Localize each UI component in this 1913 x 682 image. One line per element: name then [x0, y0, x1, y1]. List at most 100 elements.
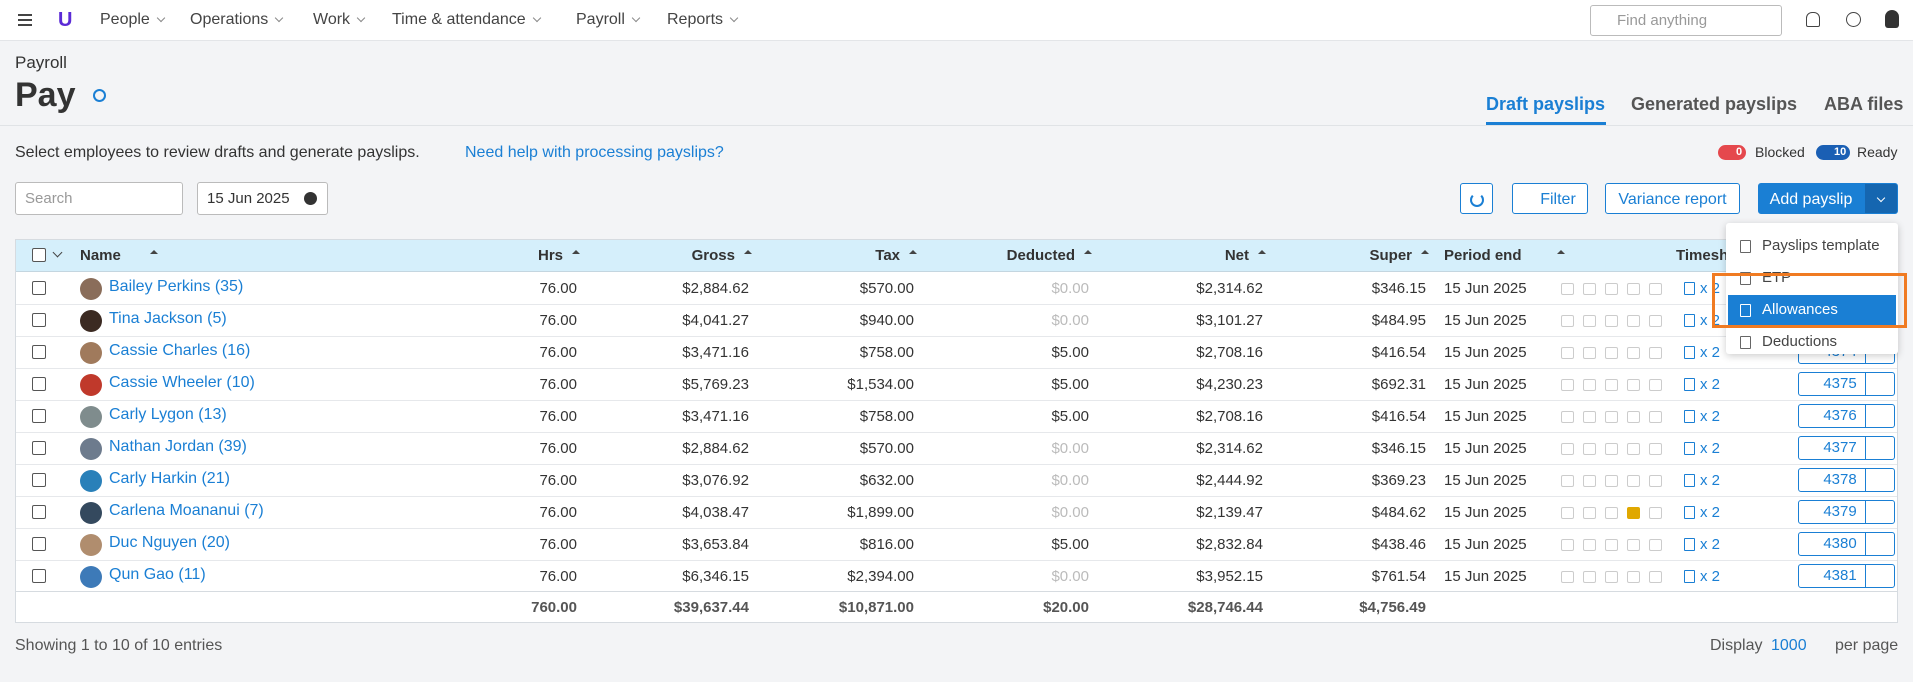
refresh-button[interactable] [1460, 183, 1493, 214]
payslip-button[interactable]: 4381 [1798, 564, 1866, 588]
sort-icon[interactable] [572, 250, 580, 254]
row-checkbox[interactable] [32, 441, 46, 455]
nav-item[interactable]: Work [313, 11, 366, 29]
column-header[interactable]: Hrs [537, 247, 563, 264]
payslip-button[interactable]: 4380 [1798, 532, 1866, 556]
employee-name[interactable]: Carlena Moananui (7) [109, 502, 264, 519]
column-header[interactable]: Name [80, 247, 121, 264]
payslip-button[interactable]: 4378 [1798, 468, 1866, 492]
employee-name[interactable]: Qun Gao (11) [109, 566, 206, 583]
column-header[interactable]: Gross [691, 247, 735, 264]
timesheet-count[interactable]: x 2 [1700, 344, 1721, 361]
timesheet-count[interactable]: x 2 [1700, 568, 1721, 585]
column-header[interactable]: Tax [875, 247, 900, 264]
column-header[interactable]: Deducted [1006, 247, 1075, 264]
sort-icon[interactable] [1258, 250, 1266, 254]
nav-item[interactable]: Payroll [576, 11, 641, 29]
filter-button[interactable]: Filter [1512, 183, 1588, 214]
payslip-caret[interactable] [1865, 564, 1895, 588]
payslip-button[interactable]: 4376 [1798, 404, 1866, 428]
timesheet-count[interactable]: x 2 [1700, 408, 1721, 425]
variance-report-button[interactable]: Variance report [1605, 183, 1740, 214]
avatar-icon[interactable] [1885, 10, 1899, 28]
logo[interactable]: U [58, 9, 73, 31]
row-checkbox[interactable] [32, 473, 46, 487]
sort-icon[interactable] [744, 250, 752, 254]
bell-icon[interactable] [1806, 12, 1820, 27]
timesheet-count[interactable]: x 2 [1700, 312, 1721, 329]
timesheet-count[interactable]: x 2 [1700, 280, 1721, 297]
date-box[interactable]: 15 Jun 2025 [197, 182, 328, 215]
sort-icon[interactable] [1084, 250, 1092, 254]
column-header[interactable]: Net [1224, 247, 1249, 264]
employee-name[interactable]: Cassie Wheeler (10) [109, 374, 255, 391]
timesheet-icon[interactable] [1684, 506, 1695, 519]
column-header[interactable]: Super [1369, 247, 1412, 264]
row-checkbox[interactable] [32, 569, 46, 583]
payslip-caret[interactable] [1865, 404, 1895, 428]
timesheet-count[interactable]: x 2 [1700, 440, 1721, 457]
employee-name[interactable]: Duc Nguyen (20) [109, 534, 230, 551]
row-checkbox[interactable] [32, 505, 46, 519]
help-icon[interactable] [1846, 12, 1861, 27]
header-checkbox[interactable] [32, 248, 46, 262]
payslip-caret[interactable] [1865, 500, 1895, 524]
timesheet-count[interactable]: x 2 [1700, 536, 1721, 553]
row-checkbox[interactable] [32, 281, 46, 295]
menu-icon[interactable] [18, 14, 32, 16]
employee-name[interactable]: Cassie Charles (16) [109, 342, 251, 359]
row-checkbox[interactable] [32, 409, 46, 423]
page-size[interactable]: 1000 [1771, 637, 1807, 654]
timesheet-count[interactable]: x 2 [1700, 376, 1721, 393]
timesheet-icon[interactable] [1684, 538, 1695, 551]
global-search[interactable]: Find anything [1590, 5, 1782, 36]
dropdown-item[interactable]: Deductions [1762, 333, 1838, 350]
dropdown-item[interactable]: Payslips template [1762, 237, 1880, 254]
employee-name[interactable]: Carly Harkin (21) [109, 470, 230, 487]
employee-name[interactable]: Carly Lygon (13) [109, 406, 227, 423]
timesheet-count[interactable]: x 2 [1700, 504, 1721, 521]
tab[interactable]: Generated payslips [1631, 94, 1798, 114]
nav-item[interactable]: Time & attendance [392, 11, 541, 29]
row-checkbox[interactable] [32, 537, 46, 551]
payslip-caret[interactable] [1865, 468, 1895, 492]
sort-icon[interactable] [909, 250, 917, 254]
timesheet-count[interactable]: x 2 [1700, 472, 1721, 489]
add-payslip-button[interactable]: Add payslip [1758, 183, 1864, 214]
nav-item[interactable]: Reports [667, 11, 739, 29]
payslip-caret[interactable] [1865, 436, 1895, 460]
timesheet-icon[interactable] [1684, 474, 1695, 487]
employee-name[interactable]: Tina Jackson (5) [109, 310, 227, 327]
timesheet-icon[interactable] [1684, 282, 1695, 295]
timesheet-icon[interactable] [1684, 410, 1695, 423]
add-payslip-caret[interactable] [1864, 183, 1898, 214]
payslip-button[interactable]: 4375 [1798, 372, 1866, 396]
tab[interactable]: Draft payslips [1486, 94, 1606, 114]
timesheet-icon[interactable] [1684, 570, 1695, 583]
payslip-caret[interactable] [1865, 372, 1895, 396]
help-link[interactable]: Need help with processing payslips? [465, 144, 724, 161]
dropdown-item[interactable]: Allowances [1762, 301, 1838, 318]
sort-icon[interactable] [150, 250, 158, 254]
row-checkbox[interactable] [32, 345, 46, 359]
settings-icon[interactable] [93, 89, 106, 102]
row-checkbox[interactable] [32, 313, 46, 327]
sort-icon[interactable] [1421, 250, 1429, 254]
breadcrumb[interactable]: Payroll [15, 53, 67, 72]
tab[interactable]: ABA files [1824, 94, 1904, 114]
clear-icon[interactable] [304, 192, 317, 205]
timesheet-icon[interactable] [1684, 442, 1695, 455]
payslip-caret[interactable] [1865, 532, 1895, 556]
column-header[interactable]: Period end [1444, 247, 1522, 264]
nav-item[interactable]: People [100, 11, 166, 29]
employee-name[interactable]: Nathan Jordan (39) [109, 438, 247, 455]
sort-icon[interactable] [1557, 250, 1565, 254]
timesheet-icon[interactable] [1684, 314, 1695, 327]
timesheet-icon[interactable] [1684, 346, 1695, 359]
employee-name[interactable]: Bailey Perkins (35) [109, 278, 244, 295]
row-checkbox[interactable] [32, 377, 46, 391]
search-box[interactable]: Search [15, 182, 183, 215]
payslip-button[interactable]: 4377 [1798, 436, 1866, 460]
nav-item[interactable]: Operations [190, 11, 284, 29]
payslip-button[interactable]: 4379 [1798, 500, 1866, 524]
